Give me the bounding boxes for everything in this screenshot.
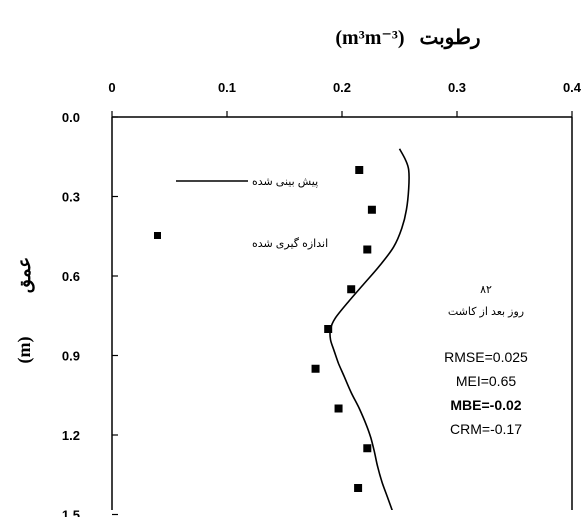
measured-point	[311, 364, 320, 373]
predicted-series-line	[329, 148, 410, 510]
x-axis-ticks: 0 0.1 0.2 0.3 0.4	[108, 80, 582, 117]
x-tick-label: 0.1	[218, 80, 236, 95]
chart-title: (m³m⁻³)	[335, 27, 404, 49]
x-tick-label: 0	[108, 80, 115, 95]
measured-point	[363, 245, 372, 254]
measured-point	[324, 325, 333, 333]
y-tick-label: 0.9	[62, 349, 80, 364]
y-axis-unit: (m)	[14, 337, 35, 364]
measured-point	[355, 166, 364, 174]
annotation-day: ۸۲	[480, 284, 492, 296]
y-tick-label: 0.3	[62, 190, 80, 205]
y-axis-label: عمق	[14, 257, 35, 293]
measured-point	[354, 484, 363, 492]
measured-point	[334, 404, 343, 413]
y-tick-label: 0.0	[62, 110, 80, 125]
chart-title-word: رطوبت	[419, 27, 480, 50]
x-tick-label: 0.4	[563, 80, 582, 95]
measured-point	[367, 205, 376, 214]
legend-label-measured: اندازه گیری شده	[252, 237, 328, 250]
y-tick-label: 1.2	[62, 428, 80, 443]
measured-point	[347, 285, 356, 294]
stat-mei: MEI=0.65	[456, 373, 517, 389]
x-tick-label: 0.3	[448, 80, 466, 95]
stat-crm: CRM=-0.17	[450, 421, 522, 437]
measured-point	[363, 444, 372, 453]
series-layer	[311, 148, 410, 510]
legend-marker-swatch	[154, 232, 161, 239]
x-tick-label: 0.2	[333, 80, 351, 95]
legend: پیش بینی شده اندازه گیری شده	[154, 176, 328, 250]
y-axis-ticks: 0.0 0.3 0.6 0.9 1.2 1.5	[62, 110, 118, 522]
y-tick-label: 1.5	[62, 508, 80, 518]
stat-rmse: RMSE=0.025	[444, 349, 528, 365]
stat-mbe: MBE=-0.02	[450, 397, 521, 413]
y-tick-label: 0.6	[62, 269, 80, 284]
legend-label-predicted: پیش بینی شده	[252, 176, 318, 188]
annotation-label: روز بعد از کاشت	[448, 306, 524, 318]
